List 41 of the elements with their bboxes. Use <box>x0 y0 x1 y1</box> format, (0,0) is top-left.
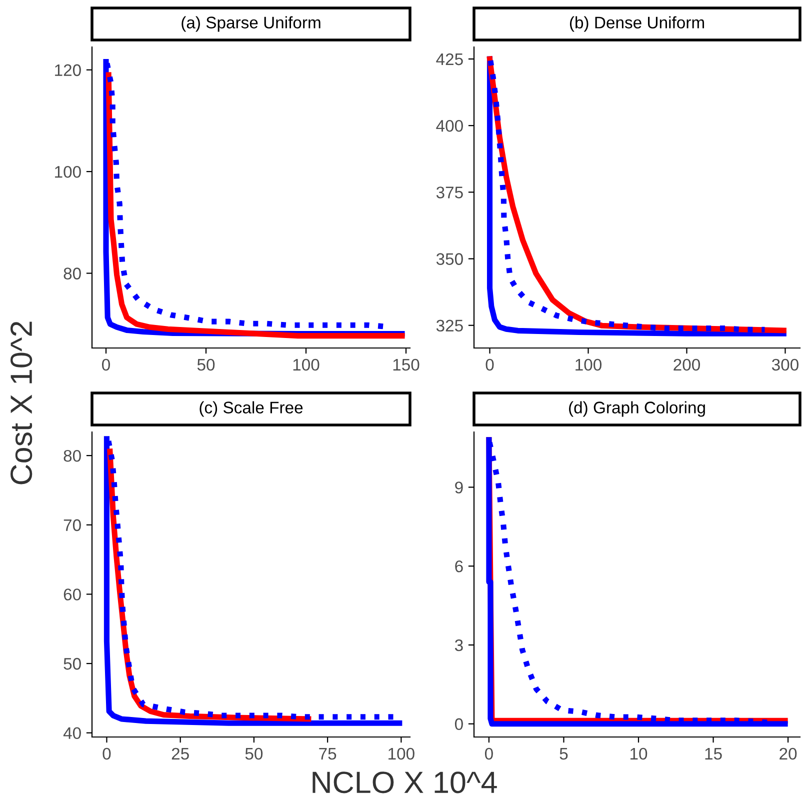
y-tick-label: 40 <box>63 727 81 740</box>
x-tick-label: 50 <box>245 748 263 760</box>
chart-title: (c) Scale Free <box>200 401 303 417</box>
x-tick-label: 0 <box>484 748 493 760</box>
x-tick-label: 10 <box>630 748 648 760</box>
y-tick-label: 80 <box>64 268 81 280</box>
y-tick-label: 400 <box>436 120 463 132</box>
x-tick-label: 20 <box>780 748 797 760</box>
x-tick-label: 0 <box>102 358 110 371</box>
y-tick-label: 70 <box>64 519 81 532</box>
y-tick-label: 325 <box>436 320 463 332</box>
y-axis-title: Cost X 10^2 <box>10 322 32 484</box>
x-axis-title: NCLO X 10^4 <box>312 772 497 794</box>
chart-title: (b) Dense Uniform <box>570 16 704 32</box>
y-tick-label: 120 <box>55 64 81 76</box>
x-tick-label: 5 <box>560 748 568 760</box>
x-tick-label: 150 <box>393 358 420 371</box>
y-tick-label: 50 <box>64 658 81 670</box>
x-tick-label: 0 <box>102 748 111 760</box>
y-tick-label: 100 <box>55 166 81 178</box>
x-tick-label: 75 <box>319 748 336 760</box>
y-tick-label: 80 <box>64 450 81 462</box>
x-tick-label: 50 <box>197 358 215 371</box>
y-tick-label: 6 <box>455 560 463 572</box>
x-tick-label: 300 <box>772 358 798 371</box>
y-tick-label: 9 <box>455 482 463 494</box>
x-tick-label: 200 <box>674 358 700 371</box>
x-tick-label: 100 <box>576 358 602 371</box>
y-tick-label: 0 <box>454 718 463 730</box>
chart-title: (d) Graph Coloring <box>569 401 705 417</box>
x-tick-label: 25 <box>172 748 189 760</box>
y-tick-label: 375 <box>436 186 463 198</box>
y-tick-label: 425 <box>436 53 463 66</box>
chart-title: (a) Sparse Uniform <box>182 16 320 32</box>
x-tick-label: 15 <box>705 748 722 760</box>
y-tick-label: 350 <box>436 253 463 265</box>
x-tick-label: 100 <box>388 748 414 760</box>
y-tick-label: 60 <box>64 588 81 600</box>
y-tick-label: 3 <box>454 639 463 652</box>
x-tick-label: 100 <box>293 358 320 371</box>
x-tick-label: 0 <box>486 358 494 371</box>
